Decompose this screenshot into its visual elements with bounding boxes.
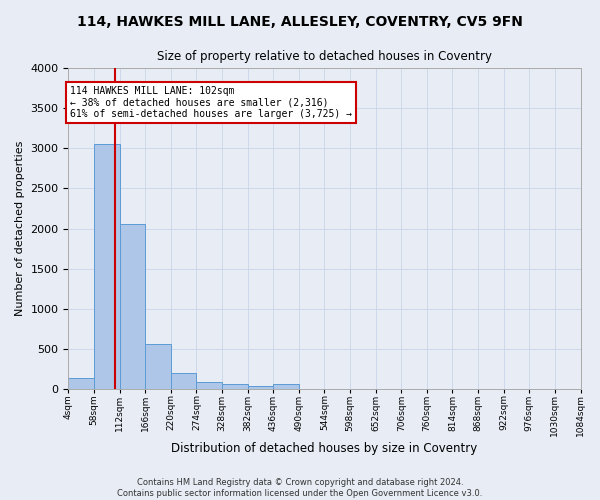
Bar (273, 384, 299, 389)
Bar (94, 144, 119, 389)
Y-axis label: Number of detached properties: Number of detached properties (15, 141, 25, 316)
Bar (196, 382, 222, 389)
Title: Size of property relative to detached houses in Coventry: Size of property relative to detached ho… (157, 50, 492, 63)
Text: 114 HAWKES MILL LANE: 102sqm
← 38% of detached houses are smaller (2,316)
61% of: 114 HAWKES MILL LANE: 102sqm ← 38% of de… (70, 86, 352, 119)
Bar (68, 378, 94, 389)
Bar (119, 224, 145, 389)
Bar (171, 372, 196, 389)
Bar (145, 344, 171, 389)
Text: 114, HAWKES MILL LANE, ALLESLEY, COVENTRY, CV5 9FN: 114, HAWKES MILL LANE, ALLESLEY, COVENTR… (77, 15, 523, 29)
Text: Contains HM Land Registry data © Crown copyright and database right 2024.
Contai: Contains HM Land Registry data © Crown c… (118, 478, 482, 498)
X-axis label: Distribution of detached houses by size in Coventry: Distribution of detached houses by size … (172, 442, 478, 455)
Bar (248, 386, 273, 389)
Bar (222, 384, 248, 389)
